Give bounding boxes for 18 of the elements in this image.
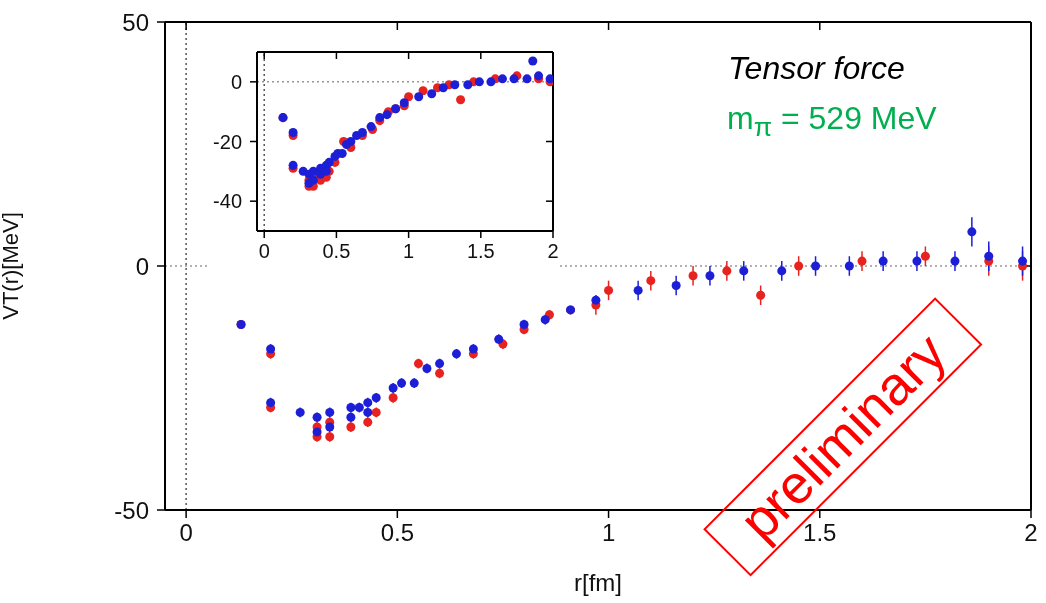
y-tick-label: 50	[122, 8, 149, 36]
x-axis-title: r[fm]	[574, 569, 622, 596]
y-axis-title: VT(r)[MeV]	[0, 212, 23, 320]
annotation: Tensor force	[728, 50, 905, 87]
x-tick-label: 0.5	[322, 240, 351, 263]
x-tick-label: 0	[179, 519, 193, 547]
annotation: m$_{π}$ = 529 MeV	[727, 100, 937, 144]
x-tick-label: 2	[547, 240, 559, 263]
x-tick-label: 1	[403, 240, 415, 263]
y-tick-label: -40	[213, 190, 242, 213]
y-tick-label: -50	[114, 496, 149, 524]
x-tick-label: 1	[601, 519, 616, 547]
x-tick-label: 1.5	[466, 240, 495, 263]
x-tick-label: 0	[258, 240, 270, 263]
y-tick-label: -20	[213, 130, 242, 153]
x-tick-label: 2	[1024, 519, 1038, 547]
y-tick-label: 0	[230, 70, 242, 93]
x-tick-label: 0.5	[380, 519, 415, 547]
